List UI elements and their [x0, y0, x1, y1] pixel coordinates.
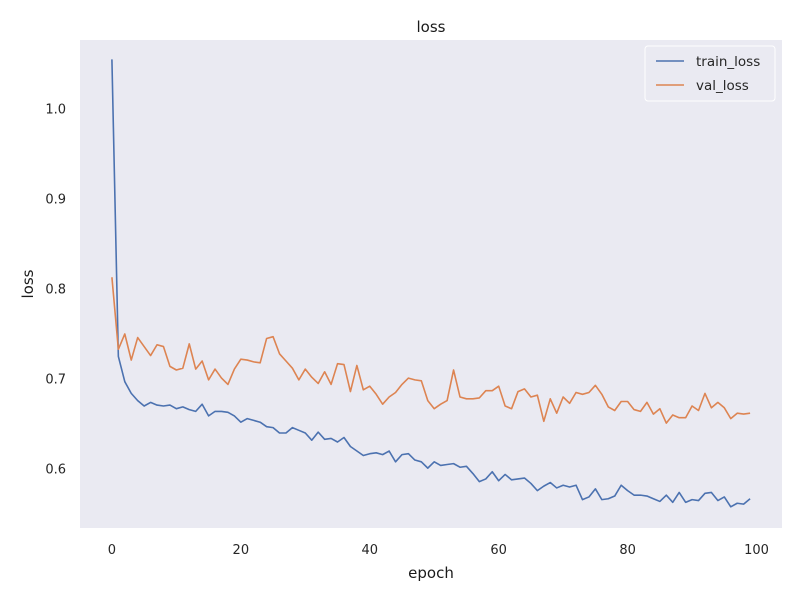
x-axis-label: epoch: [408, 564, 454, 582]
y-axis-ticks: 0.6 0.7 0.8 0.9 1.0: [45, 102, 66, 477]
x-tick-label: 80: [619, 543, 636, 558]
y-tick-label: 0.9: [45, 192, 66, 207]
plot-area: [80, 40, 782, 528]
legend-label-train-loss: train_loss: [696, 54, 760, 70]
x-tick-label: 100: [744, 543, 769, 558]
y-tick-label: 0.7: [45, 372, 66, 387]
series-lines: [111, 59, 751, 508]
y-tick-label: 0.6: [45, 463, 66, 478]
x-axis-ticks: 0 20 40 60 80 100: [108, 543, 769, 558]
y-tick-label: 1.0: [45, 102, 66, 117]
x-tick-label: 60: [490, 543, 507, 558]
series-line-train-loss: [111, 59, 751, 508]
legend-label-val-loss: val_loss: [696, 78, 749, 94]
y-tick-label: 0.8: [45, 282, 66, 297]
legend: train_loss val_loss: [644, 45, 776, 102]
y-axis-label: loss: [19, 269, 37, 298]
series-line-val-loss: [111, 277, 751, 424]
x-tick-label: 20: [233, 543, 250, 558]
x-tick-label: 40: [361, 543, 378, 558]
legend-box: [644, 45, 776, 102]
chart-title: loss: [417, 18, 446, 36]
x-tick-label: 0: [108, 543, 116, 558]
